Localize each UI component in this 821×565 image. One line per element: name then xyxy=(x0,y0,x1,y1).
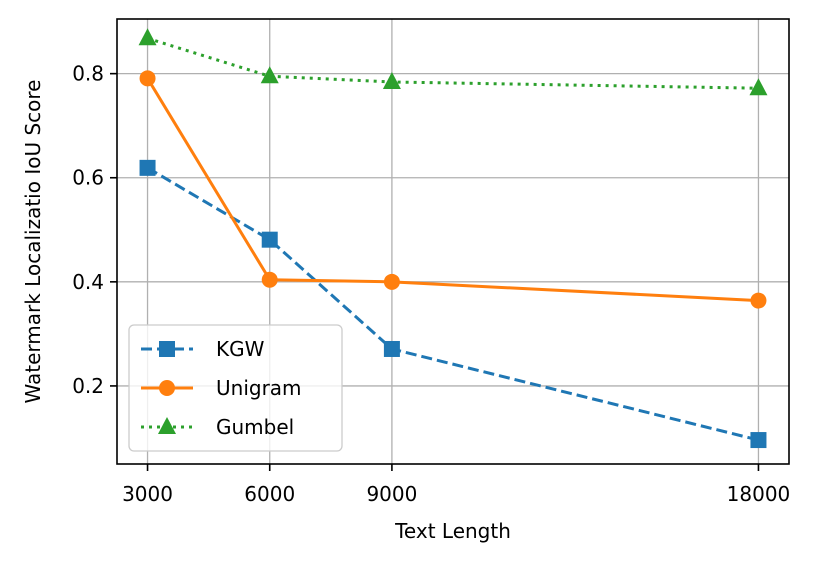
series-gumbel xyxy=(138,28,768,96)
x-tick-label: 9000 xyxy=(366,482,417,506)
data-point-unigram xyxy=(261,271,278,288)
series-line-kgw xyxy=(146,166,759,442)
x-tick-label: 6000 xyxy=(244,482,295,506)
y-tick-label: 0.2 xyxy=(72,374,104,398)
data-point-gumbel xyxy=(138,28,157,46)
data-point-kgw xyxy=(139,159,156,176)
legend-label-gumbel: Gumbel xyxy=(216,415,294,439)
y-axis-title: Watermark Localizatio IoU Score xyxy=(21,80,45,404)
data-point-unigram xyxy=(139,70,156,87)
legend-box xyxy=(128,324,343,452)
legend-marker-gumbel xyxy=(158,417,176,434)
legend-label-unigram: Unigram xyxy=(216,376,302,400)
data-point-gumbel xyxy=(260,66,279,84)
legend: KGW Unigram Gumbel xyxy=(128,324,343,452)
series-kgw xyxy=(139,159,767,449)
plot-series xyxy=(138,28,768,449)
y-tick-label: 0.4 xyxy=(72,270,104,294)
series-unigram xyxy=(139,70,767,309)
data-point-kgw xyxy=(383,340,400,357)
data-point-kgw xyxy=(261,231,278,248)
x-tick-label: 18000 xyxy=(727,482,791,506)
legend-label-kgw: KGW xyxy=(216,337,265,361)
series-line-unigram xyxy=(146,77,759,303)
legend-marker-unigram xyxy=(159,380,175,396)
x-axis-title: Text Length xyxy=(394,519,511,543)
data-point-unigram xyxy=(750,292,767,309)
y-tick-label: 0.6 xyxy=(72,166,104,190)
data-point-unigram xyxy=(383,273,400,290)
x-axis: 3000 6000 9000 18000 xyxy=(122,464,790,506)
y-axis: 0.2 0.4 0.6 0.8 xyxy=(72,62,117,398)
data-point-gumbel xyxy=(749,78,768,96)
data-point-gumbel xyxy=(382,71,401,89)
y-tick-label: 0.8 xyxy=(72,62,104,86)
legend-marker-kgw xyxy=(159,341,175,357)
data-point-kgw xyxy=(750,432,767,449)
series-line-gumbel xyxy=(147,36,759,90)
plot-frame xyxy=(116,18,790,465)
x-tick-label: 3000 xyxy=(122,482,173,506)
